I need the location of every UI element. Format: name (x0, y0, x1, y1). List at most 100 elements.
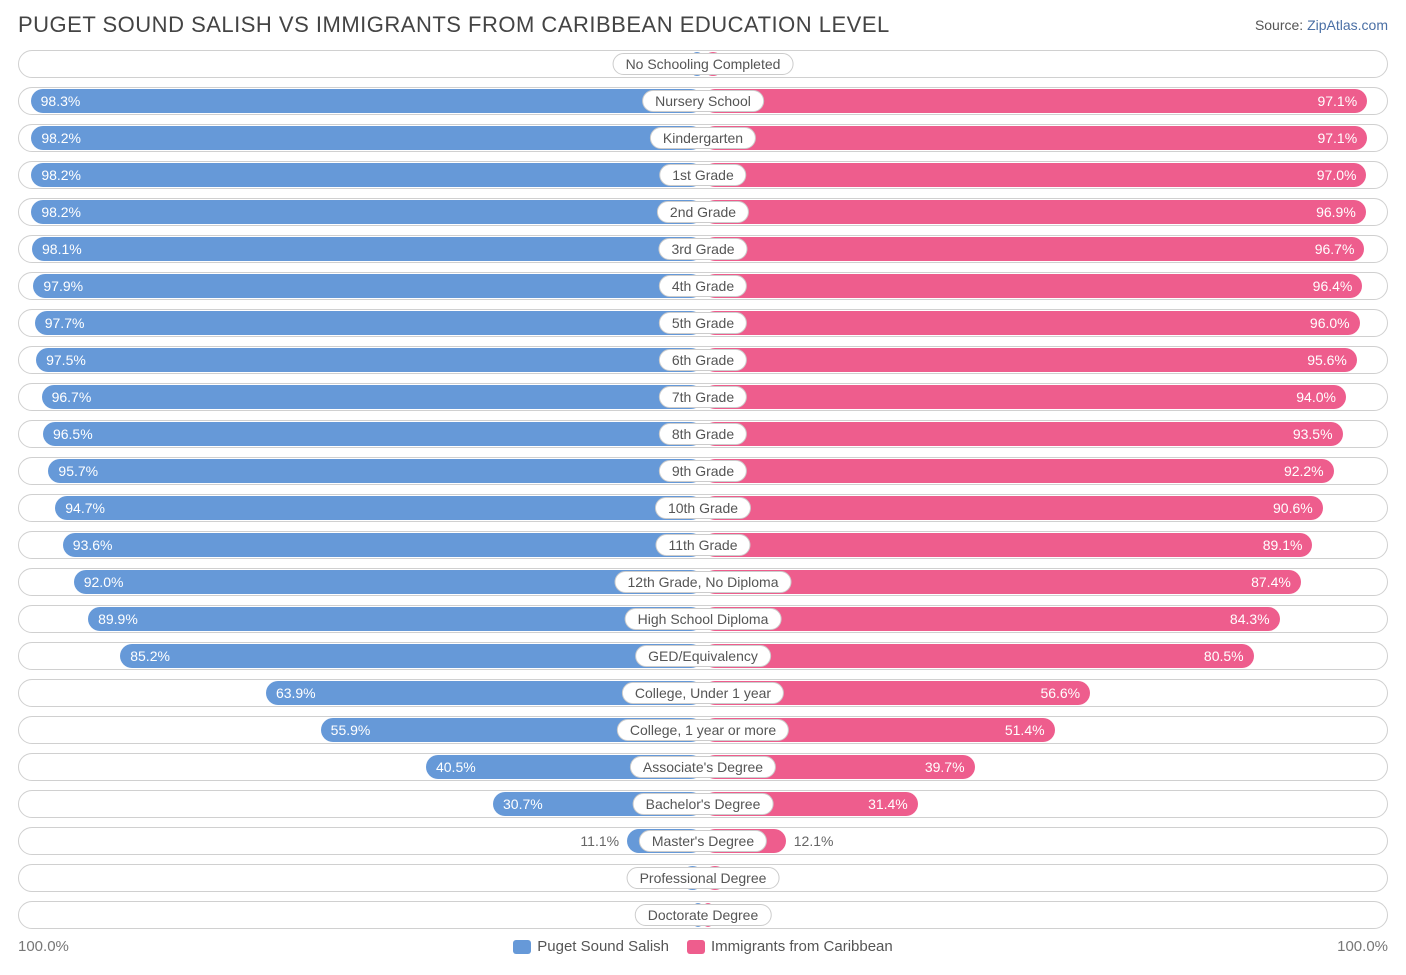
bar-left: 98.2% (31, 163, 703, 187)
bar-left-value: 96.7% (52, 389, 92, 405)
bar-left-value: 98.1% (42, 241, 82, 257)
row-category-label: Master's Degree (639, 830, 767, 852)
bar-right-value: 31.4% (868, 796, 908, 812)
bar-left: 93.6% (63, 533, 703, 557)
bar-right-value: 97.0% (1317, 167, 1357, 183)
row-category-label: Doctorate Degree (635, 904, 772, 926)
row-category-label: College, Under 1 year (622, 682, 784, 704)
bar-left-value: 63.9% (276, 685, 316, 701)
row-category-label: Associate's Degree (630, 756, 776, 778)
chart-row: 30.7% 31.4% Bachelor's Degree (18, 790, 1388, 818)
row-category-label: 6th Grade (659, 349, 747, 371)
bar-left-value: 98.2% (41, 167, 81, 183)
row-category-label: High School Diploma (625, 608, 782, 630)
bar-right: 80.5% (703, 644, 1254, 668)
bar-right-value: 97.1% (1317, 93, 1357, 109)
legend-item-right: Immigrants from Caribbean (687, 938, 893, 955)
bar-right: 97.1% (703, 89, 1367, 113)
bar-right-value: 92.2% (1284, 463, 1324, 479)
bar-right: 84.3% (703, 607, 1280, 631)
bar-left-value: 40.5% (436, 759, 476, 775)
row-category-label: Bachelor's Degree (633, 793, 774, 815)
legend-swatch-left (513, 940, 531, 954)
row-category-label: 5th Grade (659, 312, 747, 334)
diverging-bar-chart: 1.8%2.9%No Schooling Completed 98.3% 97.1%… (18, 50, 1388, 929)
bar-right-value: 96.0% (1310, 315, 1350, 331)
chart-row: 1.8%2.9%No Schooling Completed (18, 50, 1388, 78)
chart-row: 96.5%93.5%8th Grade (18, 420, 1388, 448)
bar-left: 96.5% (43, 422, 703, 446)
chart-row: 98.2% 97.0% 1st Grade (18, 161, 1388, 189)
chart-row: 98.1%96.7%3rd Grade (18, 235, 1388, 263)
row-category-label: College, 1 year or more (617, 719, 789, 741)
bar-left-value: 97.5% (46, 352, 86, 368)
legend-swatch-right (687, 940, 705, 954)
bar-left-value: 98.2% (41, 130, 81, 146)
row-category-label: Kindergarten (650, 127, 756, 149)
bar-left-value: 97.7% (45, 315, 85, 331)
chart-row: 11.1% 12.1% Master's Degree (18, 827, 1388, 855)
row-category-label: Nursery School (642, 90, 764, 112)
bar-right-value: 39.7% (925, 759, 965, 775)
chart-footer: 100.0% Puget Sound Salish Immigrants fro… (18, 938, 1388, 955)
bar-right: 93.5% (703, 422, 1343, 446)
bar-left: 98.2% (31, 200, 703, 224)
row-category-label: 4th Grade (659, 275, 747, 297)
chart-row: 3.1%3.5%Professional Degree (18, 864, 1388, 892)
bar-right: 94.0% (703, 385, 1346, 409)
bar-left: 98.1% (32, 237, 703, 261)
axis-left-max: 100.0% (18, 938, 69, 955)
chart-row: 95.7% 92.2% 9th Grade (18, 457, 1388, 485)
bar-left: 97.5% (36, 348, 703, 372)
bar-left: 98.3% (31, 89, 703, 113)
bar-left-value: 92.0% (84, 574, 124, 590)
bar-left: 94.7% (55, 496, 703, 520)
chart-header: PUGET SOUND SALISH VS IMMIGRANTS FROM CA… (18, 12, 1388, 38)
bar-right: 97.1% (703, 126, 1367, 150)
row-category-label: 10th Grade (655, 497, 751, 519)
row-category-label: 9th Grade (659, 460, 747, 482)
bar-left-value: 30.7% (503, 796, 543, 812)
bar-left-value: 98.3% (41, 93, 81, 109)
bar-left: 85.2% (120, 644, 703, 668)
bar-left-value: 11.1% (580, 828, 619, 854)
row-category-label: 3rd Grade (658, 238, 747, 260)
bar-right: 95.6% (703, 348, 1357, 372)
chart-row: 89.9% 84.3% High School Diploma (18, 605, 1388, 633)
bar-right-value: 96.4% (1313, 278, 1353, 294)
bar-left: 97.7% (35, 311, 703, 335)
chart-row: 98.3% 97.1% Nursery School (18, 87, 1388, 115)
bar-right: 96.9% (703, 200, 1366, 224)
bar-right: 87.4% (703, 570, 1301, 594)
bar-right: 90.6% (703, 496, 1323, 520)
chart-row: 97.7% 96.0% 5th Grade (18, 309, 1388, 337)
source-prefix: Source: (1255, 17, 1307, 33)
row-category-label: GED/Equivalency (635, 645, 771, 667)
legend-label-right: Immigrants from Caribbean (711, 938, 893, 955)
chart-row: 98.2% 97.1% Kindergarten (18, 124, 1388, 152)
chart-row: 96.7%94.0%7th Grade (18, 383, 1388, 411)
row-category-label: 11th Grade (655, 534, 750, 556)
bar-left-value: 95.7% (58, 463, 98, 479)
bar-left: 89.9% (88, 607, 703, 631)
chart-source: Source: ZipAtlas.com (1255, 17, 1388, 33)
bar-left-value: 89.9% (98, 611, 138, 627)
bar-right-value: 12.1% (794, 828, 834, 854)
row-category-label: 2nd Grade (657, 201, 749, 223)
bar-left-value: 85.2% (130, 648, 170, 664)
bar-left-value: 98.2% (41, 204, 81, 220)
bar-right-value: 87.4% (1251, 574, 1291, 590)
source-link[interactable]: ZipAtlas.com (1307, 17, 1388, 33)
bar-right: 96.0% (703, 311, 1360, 335)
bar-right-value: 90.6% (1273, 500, 1313, 516)
bar-right-value: 97.1% (1317, 130, 1357, 146)
bar-right-value: 84.3% (1230, 611, 1270, 627)
chart-row: 92.0%87.4%12th Grade, No Diploma (18, 568, 1388, 596)
chart-row: 1.2%1.3%Doctorate Degree (18, 901, 1388, 929)
bar-right-value: 94.0% (1296, 389, 1336, 405)
row-category-label: 1st Grade (659, 164, 746, 186)
chart-row: 63.9%56.6%College, Under 1 year (18, 679, 1388, 707)
legend-label-left: Puget Sound Salish (537, 938, 669, 955)
row-category-label: 8th Grade (659, 423, 747, 445)
bar-left-value: 55.9% (331, 722, 371, 738)
